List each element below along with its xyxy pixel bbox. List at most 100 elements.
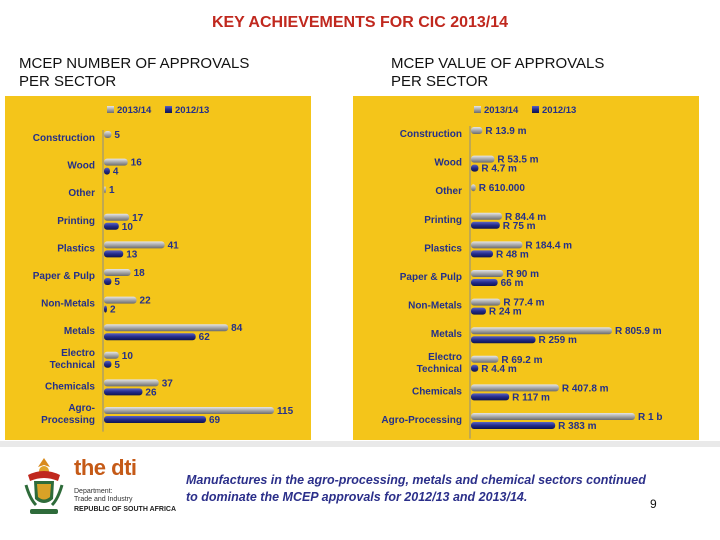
chart-left-heading: MCEP NUMBER OF APPROVALS PER SECTOR xyxy=(19,55,250,90)
value-label-2013-14: R 610.000 xyxy=(479,183,526,194)
value-label-2012-13: R 117 m xyxy=(512,392,550,403)
category-label: Wood xyxy=(434,158,462,169)
value-label-2012-13: 5 xyxy=(114,360,120,371)
bar-2013-14 xyxy=(471,384,559,392)
category-label-line: Electro xyxy=(61,348,95,359)
category-label: Metals xyxy=(431,329,463,340)
value-label-2013-14: 37 xyxy=(162,378,174,389)
legend-label-2012-13: 2012/13 xyxy=(542,105,576,116)
legend-swatch-2012-13 xyxy=(165,106,172,113)
value-label-2012-13: R 4.7 m xyxy=(481,164,517,175)
category-label: Non-Metals xyxy=(41,299,95,310)
footer-caption: Manufactures in the agro-processing, met… xyxy=(186,473,646,504)
value-label-2012-13: 26 xyxy=(145,387,157,398)
legend-label-2013-14: 2013/14 xyxy=(117,105,152,116)
value-label-2013-14: 17 xyxy=(132,213,144,224)
category-label-line: Non-Metals xyxy=(408,301,462,312)
category-label: Construction xyxy=(400,129,462,140)
value-label-2013-14: R 407.8 m xyxy=(562,383,609,394)
bar-2013-14 xyxy=(104,379,159,387)
value-label-2012-13: 2 xyxy=(110,305,116,316)
legend-swatch-2012-13 xyxy=(532,106,539,113)
category-label: Agro-Processing xyxy=(41,403,95,426)
value-label-2013-14: 41 xyxy=(168,240,180,251)
category-label: Plastics xyxy=(424,243,462,254)
bar-2013-14 xyxy=(104,269,131,276)
category-label-line: Agro-Processing xyxy=(381,415,462,426)
category-label-line: Paper & Pulp xyxy=(33,271,95,282)
bar-2013-14 xyxy=(104,213,130,221)
coat-of-arms-icon xyxy=(24,458,64,514)
bar-2013-14 xyxy=(471,212,502,220)
category-label-line: Construction xyxy=(400,129,462,140)
legend-swatch-2013-14 xyxy=(474,106,481,113)
category-label: Metals xyxy=(64,326,96,337)
value-label-2013-14: 16 xyxy=(131,158,143,169)
value-label-2012-13: R 75 m xyxy=(503,221,536,232)
category-label: Printing xyxy=(424,215,462,226)
value-label-2013-14: R 77.4 m xyxy=(503,298,544,309)
bar-2012-13 xyxy=(471,279,498,286)
category-label: Electro Technical xyxy=(50,348,96,371)
bar-2013-14 xyxy=(104,296,137,304)
bar-2013-14 xyxy=(471,270,504,277)
category-label: Chemicals xyxy=(45,381,95,392)
category-label-line: Construction xyxy=(33,133,95,144)
dti-wordmark-prefix: the xyxy=(74,455,112,480)
category-label: Wood xyxy=(67,161,95,172)
bar-2012-13 xyxy=(104,278,112,285)
value-label-2013-14: 84 xyxy=(231,323,243,334)
bar-2013-14 xyxy=(471,155,495,163)
category-label: Construction xyxy=(33,133,95,144)
value-label-2012-13: R 48 m xyxy=(496,249,529,260)
dti-logo: the dti Department: Trade and Industry R… xyxy=(22,455,182,525)
bar-2012-13 xyxy=(471,393,510,401)
chart-right-panel: 2013/14 2012/13 Construction R 13.9 m Wood R … xyxy=(353,96,699,440)
category-label-line: Electro xyxy=(428,352,462,363)
bar-2012-13 xyxy=(104,305,107,313)
bar-2013-14 xyxy=(104,186,106,194)
category-label: Chemicals xyxy=(412,386,462,397)
category-label-line: Paper & Pulp xyxy=(400,272,462,283)
department-text: Department: Trade and Industry xyxy=(74,488,133,503)
value-label-2013-14: R 1 b xyxy=(638,412,662,423)
value-label-2012-13: R 24 m xyxy=(489,307,522,318)
category-label-line: Chemicals xyxy=(412,386,462,397)
dti-wordmark: the dti xyxy=(74,455,137,481)
legend-label-2013-14: 2013/14 xyxy=(484,105,519,116)
value-label-2013-14: 22 xyxy=(140,296,152,307)
bar-2013-14 xyxy=(104,241,165,249)
bar-2013-14 xyxy=(104,324,229,332)
category-label: Agro-Processing xyxy=(381,415,462,426)
category-label: Paper & Pulp xyxy=(33,271,95,282)
value-label-2012-13: R 383 m xyxy=(558,421,596,432)
category-label-line: Printing xyxy=(57,216,95,227)
slide-title: KEY ACHIEVEMENTS FOR CIC 2013/14 xyxy=(211,14,509,31)
bar-2013-14 xyxy=(471,241,523,249)
chart-right-svg: 2013/14 2012/13 Construction R 13.9 m Wood R … xyxy=(381,105,662,439)
chart-right-heading: MCEP VALUE OF APPROVALS PER SECTOR xyxy=(391,55,605,90)
category-label-line: Non-Metals xyxy=(41,299,95,310)
category-label: Paper & Pulp xyxy=(400,272,462,283)
legend-label-2012-13: 2012/13 xyxy=(175,105,209,116)
category-label-line: Metals xyxy=(64,326,96,337)
bar-2012-13 xyxy=(471,307,486,315)
value-label-2013-14: R 84.4 m xyxy=(505,212,546,223)
value-label-2013-14: 10 xyxy=(122,351,134,362)
value-label-2013-14: 115 xyxy=(277,406,294,417)
category-label-line: Printing xyxy=(424,215,462,226)
footer-divider xyxy=(0,441,720,447)
bar-2013-14 xyxy=(104,158,128,166)
legend-swatch-2013-14 xyxy=(107,106,114,113)
bar-2012-13 xyxy=(104,222,119,230)
bar-2013-14 xyxy=(104,351,119,359)
bar-2013-14 xyxy=(471,327,612,335)
category-label: Other xyxy=(68,188,95,199)
category-label-line: Chemicals xyxy=(45,381,95,392)
category-label-line: Other xyxy=(68,188,95,199)
bar-2012-13 xyxy=(104,167,110,175)
value-label-2012-13: 13 xyxy=(126,249,138,260)
value-label-2012-13: 69 xyxy=(209,415,221,426)
category-label: Plastics xyxy=(57,243,95,254)
bar-2012-13 xyxy=(471,364,479,372)
